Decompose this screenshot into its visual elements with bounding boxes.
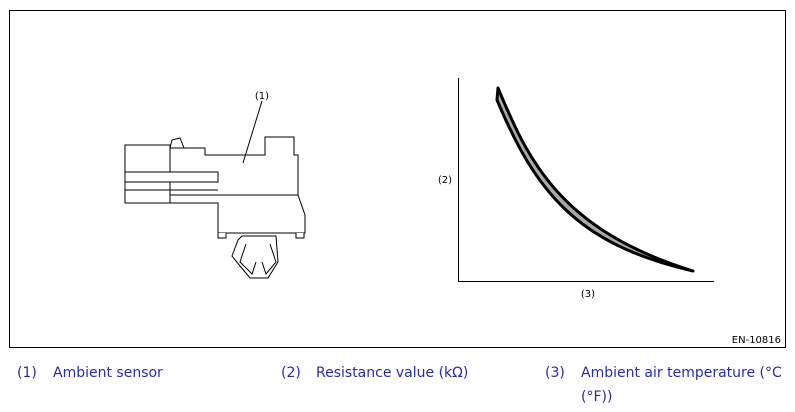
- legend-text: Resistance value (kΩ): [316, 365, 469, 381]
- legend-number: (2): [281, 365, 301, 381]
- sensor-clip-legs: [239, 243, 277, 276]
- sensor-clip: [231, 235, 279, 279]
- callout: (1): [255, 91, 269, 102]
- sensor-drawing: [124, 100, 306, 279]
- legend-number: (1): [17, 365, 37, 381]
- legend-number: (3): [545, 365, 565, 381]
- callout: (2): [438, 175, 452, 186]
- legend-text: Ambient air temperature (°C (°F)): [581, 365, 782, 405]
- sensor-body: [167, 136, 306, 234]
- sensor-feet: [217, 233, 305, 239]
- figure-id: EN-10816: [732, 335, 781, 346]
- sensor-stripe: [124, 171, 219, 183]
- curve-band: [495, 86, 695, 273]
- figure: (1) (2) (3) EN-10816: [9, 10, 786, 348]
- callout: (3): [581, 289, 595, 300]
- legend-text: Ambient sensor: [53, 365, 163, 381]
- graph: [458, 78, 714, 282]
- sensor-tab: [169, 137, 185, 149]
- figure-frame: [9, 10, 786, 348]
- leader-line: [242, 100, 263, 164]
